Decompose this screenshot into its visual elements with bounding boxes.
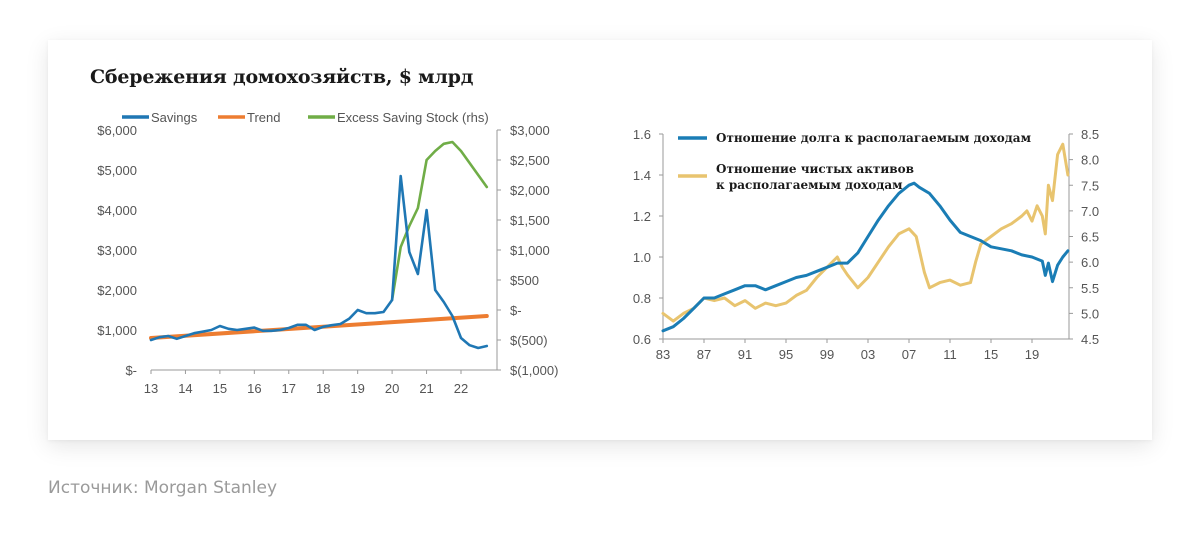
x-tick-label: 14 xyxy=(178,381,192,396)
y-right-tick-label: 6.5 xyxy=(1081,230,1099,245)
x-tick-label: 91 xyxy=(738,347,752,362)
legend-label: Excess Saving Stock (rhs) xyxy=(337,110,489,125)
x-tick-label: 21 xyxy=(419,381,433,396)
y-right-tick-label: $1,000 xyxy=(510,243,550,258)
series-line-savings xyxy=(149,174,489,350)
x-tick-label: 22 xyxy=(454,381,468,396)
page-title: Сбережения домохозяйств, $ млрд xyxy=(90,66,474,88)
x-tick-label: 15 xyxy=(213,381,227,396)
y-left-tick-label: 1.4 xyxy=(633,168,651,183)
x-tick-label: 17 xyxy=(282,381,296,396)
y-right-tick-label: $2,000 xyxy=(510,183,550,198)
x-tick-label: 87 xyxy=(697,347,711,362)
y-right-tick-label: $3,000 xyxy=(510,123,550,138)
x-tick-label: 19 xyxy=(350,381,364,396)
legend-label-net-assets-ratio-line2: к располагаемым доходам xyxy=(716,178,903,192)
y-right-tick-label: 5.0 xyxy=(1081,306,1099,321)
series-line-trend xyxy=(149,314,489,340)
x-tick-label: 16 xyxy=(247,381,261,396)
y-left-tick-label: 0.6 xyxy=(633,332,651,347)
x-tick-label: 13 xyxy=(144,381,158,396)
x-tick-label: 03 xyxy=(861,347,875,362)
x-tick-label: 11 xyxy=(943,347,957,362)
y-right-tick-label: $(1,000) xyxy=(510,363,558,378)
y-right-tick-label: 4.5 xyxy=(1081,332,1099,347)
y-right-tick-label: 5.5 xyxy=(1081,281,1099,296)
y-right-tick-label: 8.5 xyxy=(1081,127,1099,142)
y-right-tick-label: $1,500 xyxy=(510,213,550,228)
x-tick-label: 83 xyxy=(656,347,670,362)
y-left-tick-label: 1.0 xyxy=(633,250,651,265)
x-tick-label: 07 xyxy=(902,347,916,362)
x-tick-label: 20 xyxy=(385,381,399,396)
x-tick-label: 18 xyxy=(316,381,330,396)
y-right-tick-label: $(500) xyxy=(510,333,548,348)
y-right-tick-label: 6.0 xyxy=(1081,255,1099,270)
y-left-tick-label: $3,000 xyxy=(97,243,137,258)
series-line-net-assets-ratio xyxy=(661,142,1070,323)
chart-card xyxy=(48,40,1152,440)
series-line-debt-ratio xyxy=(661,181,1070,333)
y-left-tick-label: $4,000 xyxy=(97,203,137,218)
x-tick-label: 19 xyxy=(1025,347,1039,362)
x-tick-label: 15 xyxy=(984,347,998,362)
legend-label-debt-ratio: Отношение долга к располагаемым доходам xyxy=(716,131,1032,145)
x-tick-label: 99 xyxy=(820,347,834,362)
y-left-tick-label: $5,000 xyxy=(97,163,137,178)
y-left-tick-label: 1.6 xyxy=(633,127,651,142)
y-right-tick-label: 7.0 xyxy=(1081,204,1099,219)
y-left-tick-label: 0.8 xyxy=(633,291,651,306)
y-left-tick-label: $2,000 xyxy=(97,283,137,298)
y-left-tick-label: $6,000 xyxy=(97,123,137,138)
y-left-tick-label: 1.2 xyxy=(633,209,651,224)
y-left-tick-label: $- xyxy=(125,363,137,378)
y-right-tick-label: 8.0 xyxy=(1081,153,1099,168)
x-tick-label: 95 xyxy=(779,347,793,362)
y-right-tick-label: $- xyxy=(510,303,522,318)
legend-label-net-assets-ratio-line1: Отношение чистых активов xyxy=(716,162,914,176)
legend-label: Savings xyxy=(151,110,198,125)
y-right-tick-label: 7.5 xyxy=(1081,178,1099,193)
y-right-tick-label: $500 xyxy=(510,273,539,288)
y-right-tick-label: $2,500 xyxy=(510,153,550,168)
y-left-tick-label: $1,000 xyxy=(97,323,137,338)
legend-label: Trend xyxy=(247,110,280,125)
source-caption: Источник: Morgan Stanley xyxy=(48,478,278,498)
